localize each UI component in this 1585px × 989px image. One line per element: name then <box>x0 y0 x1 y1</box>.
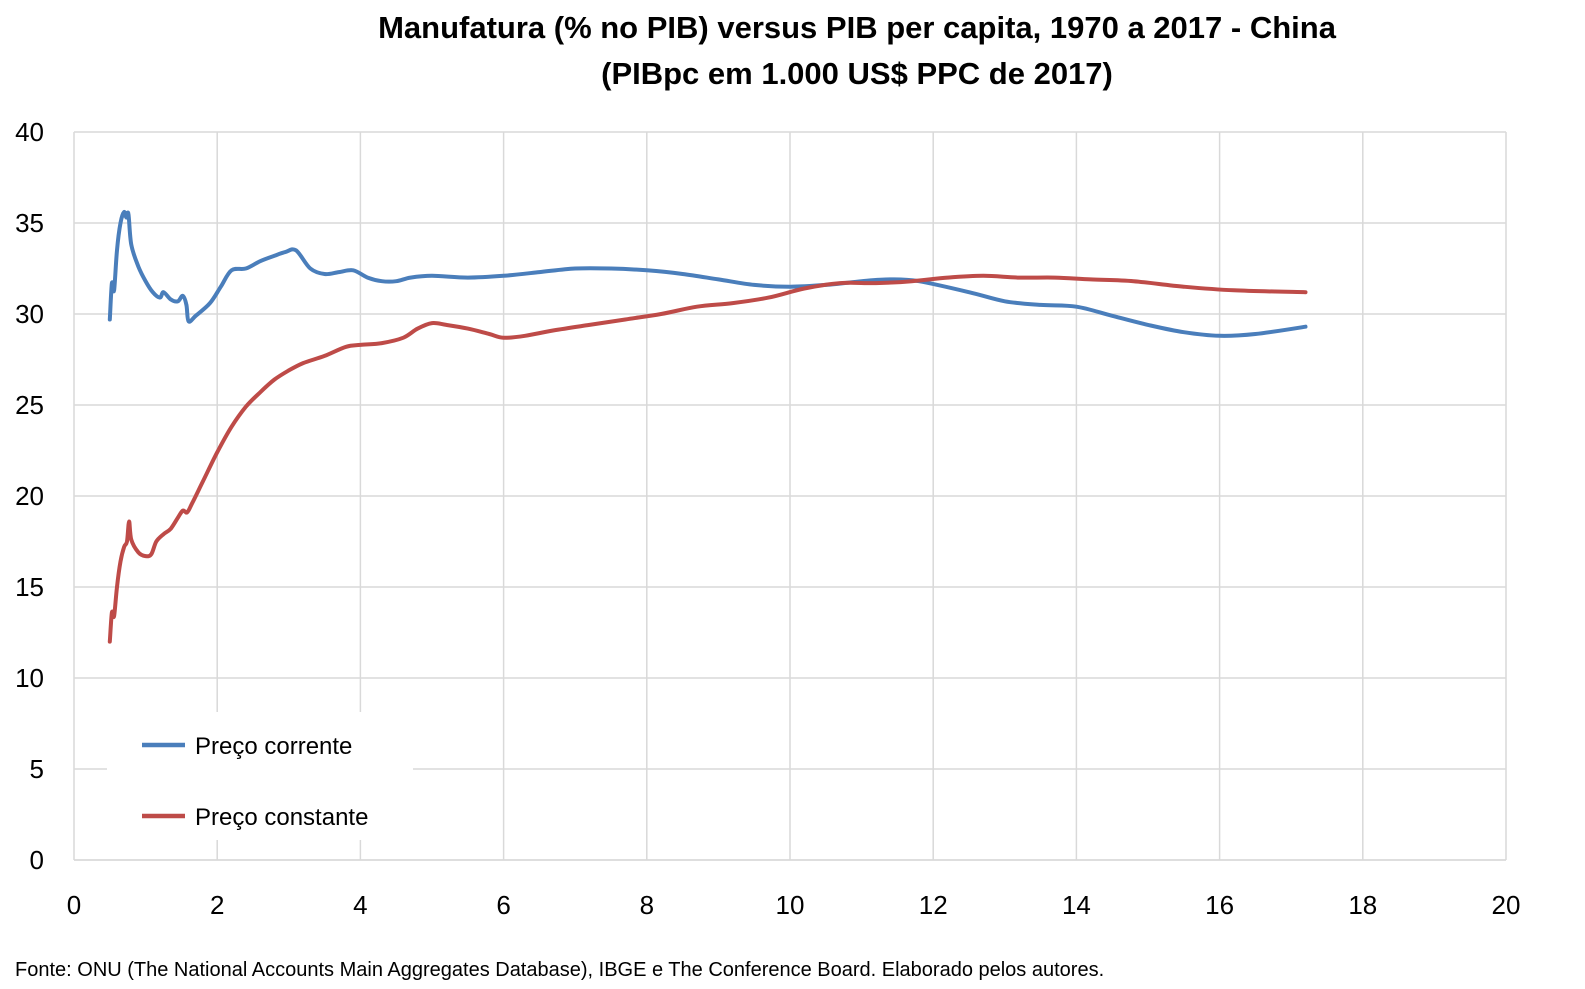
y-tick-label: 10 <box>15 663 44 693</box>
x-axis-ticks: 0 2 4 6 8 10 12 14 16 18 20 <box>67 890 1521 920</box>
legend: Preço corrente Preço constante <box>107 712 413 840</box>
x-tick-label: 6 <box>496 890 510 920</box>
y-axis-ticks: 0 5 10 15 20 25 30 35 40 <box>15 117 44 875</box>
series-line-preco-corrente <box>107 210 1308 338</box>
x-tick-label: 18 <box>1348 890 1377 920</box>
legend-background <box>107 712 413 840</box>
series-line-preco-constante <box>107 273 1308 644</box>
chart-title: Manufatura (% no PIB) versus PIB per cap… <box>378 10 1337 45</box>
y-tick-label: 30 <box>15 299 44 329</box>
x-tick-label: 2 <box>210 890 224 920</box>
legend-label-preco-corrente: Preço corrente <box>195 733 352 760</box>
y-tick-label: 0 <box>30 845 44 875</box>
y-tick-label: 15 <box>15 572 44 602</box>
source-note: Fonte: ONU (The National Accounts Main A… <box>15 959 1104 981</box>
legend-label-preco-constante: Preço constante <box>195 804 368 831</box>
y-tick-label: 35 <box>15 208 44 238</box>
x-tick-label: 12 <box>919 890 948 920</box>
x-tick-label: 20 <box>1492 890 1521 920</box>
x-tick-label: 16 <box>1205 890 1234 920</box>
x-tick-label: 0 <box>67 890 81 920</box>
y-tick-label: 5 <box>30 754 44 784</box>
chart-subtitle: (PIBpc em 1.000 US$ PPC de 2017) <box>601 56 1113 91</box>
x-tick-label: 8 <box>640 890 654 920</box>
x-tick-label: 4 <box>353 890 367 920</box>
y-tick-label: 20 <box>15 481 44 511</box>
grid <box>73 131 1507 861</box>
series-lines <box>107 210 1308 644</box>
y-tick-label: 40 <box>15 117 44 147</box>
x-tick-label: 10 <box>776 890 805 920</box>
y-tick-label: 25 <box>15 390 44 420</box>
x-tick-label: 14 <box>1062 890 1091 920</box>
